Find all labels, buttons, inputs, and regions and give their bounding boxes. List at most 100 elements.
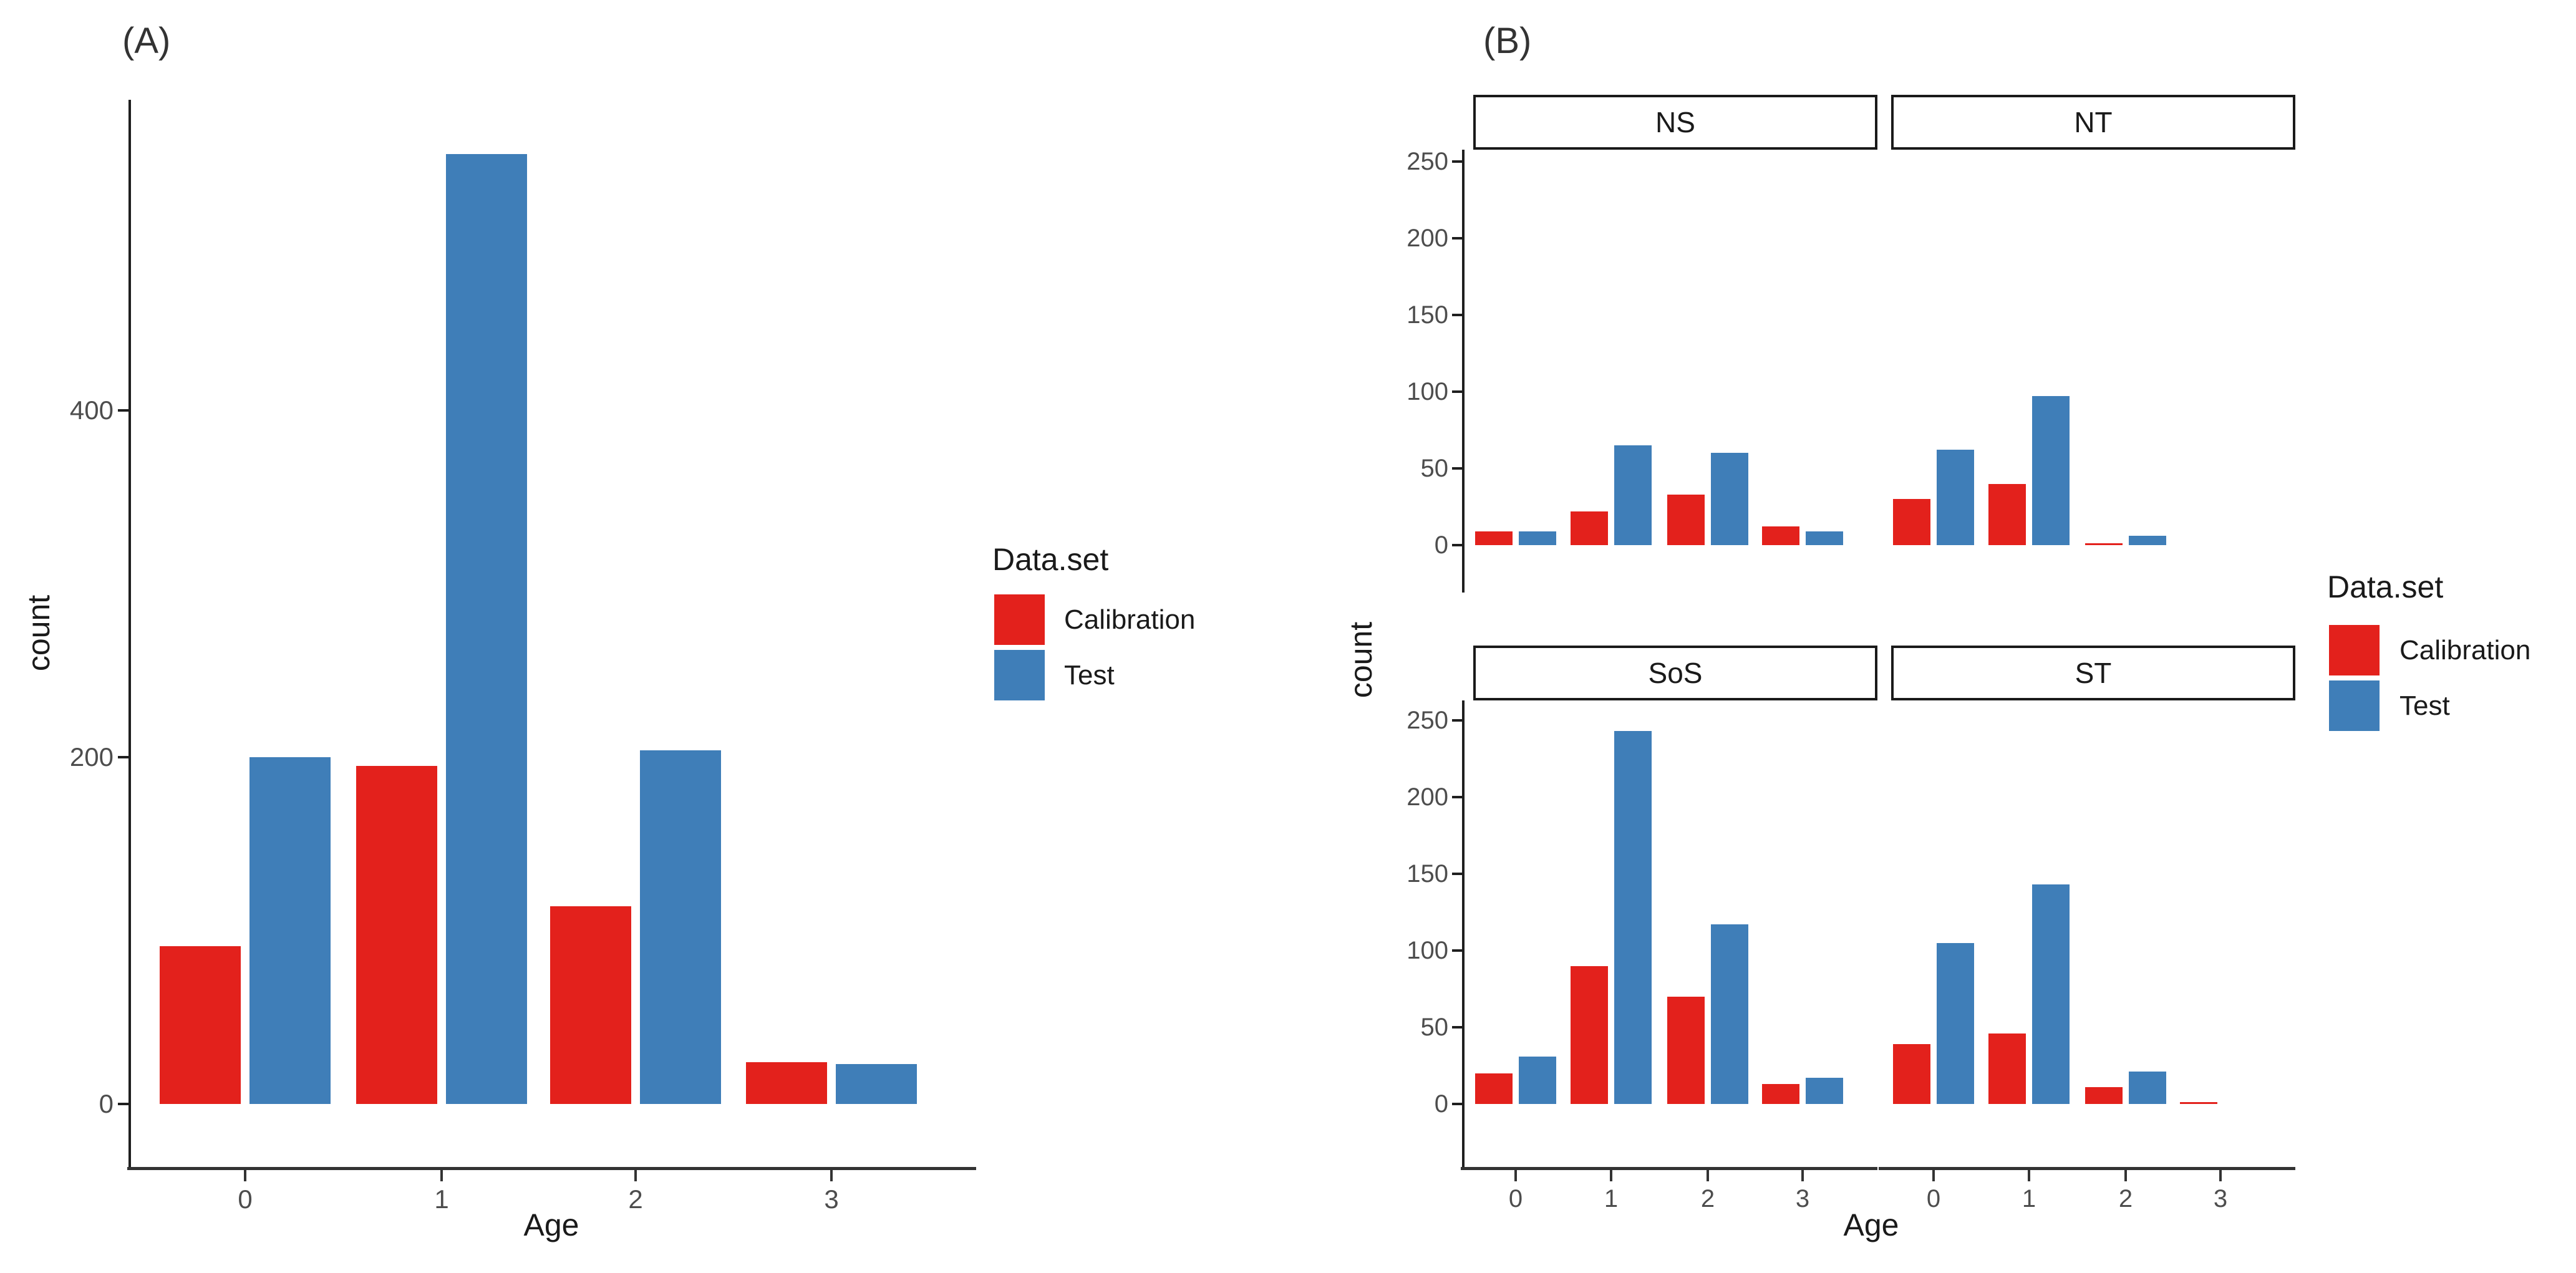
bar-NS-calibration-age-1 xyxy=(1571,511,1608,545)
facet-x-axis-line xyxy=(1461,1167,1877,1170)
y-tick-label: 250 xyxy=(1407,148,1448,175)
bar-NS-test-age-3 xyxy=(1806,531,1843,545)
y-tick-mark xyxy=(1452,1026,1463,1029)
facet-x-axis-line xyxy=(1879,1167,2295,1170)
panel-b-y-axis-title: count xyxy=(1344,621,1378,699)
panel-b-legend-title: Data.set xyxy=(2327,569,2444,604)
x-tick-mark xyxy=(1932,1170,1935,1181)
x-tick-mark xyxy=(1707,1170,1709,1181)
y-tick-label: 150 xyxy=(1407,301,1448,329)
bar-NS-test-age-1 xyxy=(1614,445,1652,545)
y-tick-mark xyxy=(1452,467,1463,470)
bar-ST-calibration-age-2 xyxy=(2085,1087,2123,1104)
x-tick-mark xyxy=(2124,1170,2127,1181)
bar-SoS-calibration-age-1 xyxy=(1571,966,1608,1104)
legend-label-test: Test xyxy=(2399,690,2450,721)
legend-swatch-calibration xyxy=(2329,625,2380,675)
bar-calibration-age-3 xyxy=(746,1062,827,1104)
y-tick-label: 200 xyxy=(1407,783,1448,811)
x-tick-mark xyxy=(1610,1170,1612,1181)
y-tick-label: 0 xyxy=(1434,1090,1448,1118)
bar-SoS-calibration-age-0 xyxy=(1475,1073,1513,1104)
y-tick-label: 100 xyxy=(1407,378,1448,405)
y-tick-label: 200 xyxy=(69,742,114,772)
bar-SoS-test-age-3 xyxy=(1806,1078,1843,1104)
y-tick-mark xyxy=(1452,796,1463,798)
x-tick-mark xyxy=(2219,1170,2222,1181)
y-tick-label: 0 xyxy=(1434,531,1448,559)
bar-SoS-calibration-age-3 xyxy=(1762,1084,1799,1104)
x-tick-label: 0 xyxy=(1508,1185,1523,1212)
panel-a-y-axis-line xyxy=(128,100,131,1169)
legend-swatch-test xyxy=(2329,680,2380,731)
y-tick-label: 0 xyxy=(99,1089,114,1118)
y-tick-label: 50 xyxy=(1420,1014,1449,1041)
y-tick-mark xyxy=(1452,719,1463,722)
x-tick-label: 0 xyxy=(1926,1185,1941,1212)
bar-calibration-age-1 xyxy=(356,765,437,1104)
y-tick-label: 200 xyxy=(1407,225,1448,252)
bar-ST-test-age-1 xyxy=(2032,884,2070,1104)
panel-a-x-axis-title: Age xyxy=(523,1208,579,1242)
legend-swatch-calibration xyxy=(994,594,1045,645)
x-tick-label: 2 xyxy=(628,1184,643,1214)
y-tick-label: 250 xyxy=(1407,707,1448,734)
bar-SoS-test-age-1 xyxy=(1614,731,1652,1104)
x-tick-mark xyxy=(634,1170,637,1181)
x-tick-mark xyxy=(440,1170,443,1181)
bar-NT-test-age-0 xyxy=(1937,450,1974,545)
bar-test-age-1 xyxy=(446,153,527,1104)
y-tick-label: 50 xyxy=(1420,455,1449,482)
y-tick-label: 100 xyxy=(1407,937,1448,964)
x-tick-label: 1 xyxy=(2022,1185,2036,1212)
facet-strip-SoS: SoS xyxy=(1473,646,1877,700)
x-tick-mark xyxy=(830,1170,833,1181)
bar-ST-test-age-2 xyxy=(2129,1072,2166,1104)
bar-ST-calibration-age-3 xyxy=(2180,1102,2217,1104)
bar-NS-calibration-age-0 xyxy=(1475,531,1513,545)
y-tick-mark xyxy=(118,1103,128,1105)
x-tick-label: 2 xyxy=(1700,1185,1715,1212)
x-tick-mark xyxy=(1801,1170,1804,1181)
bar-NT-test-age-1 xyxy=(2032,396,2070,545)
y-tick-mark xyxy=(1452,314,1463,316)
bar-NS-test-age-2 xyxy=(1711,453,1748,545)
x-tick-label: 1 xyxy=(1604,1185,1619,1212)
bar-ST-test-age-0 xyxy=(1937,942,1974,1104)
y-tick-mark xyxy=(118,409,128,412)
bar-test-age-3 xyxy=(836,1064,917,1104)
bar-NT-calibration-age-0 xyxy=(1893,499,1930,545)
bar-NT-calibration-age-1 xyxy=(1988,483,2026,545)
bar-ST-calibration-age-1 xyxy=(1988,1033,2026,1104)
x-tick-label: 1 xyxy=(434,1184,449,1214)
panel-a-y-axis-title: count xyxy=(21,594,56,672)
bar-SoS-test-age-0 xyxy=(1519,1056,1556,1104)
y-tick-mark xyxy=(1452,949,1463,952)
y-tick-mark xyxy=(1452,544,1463,546)
bar-calibration-age-0 xyxy=(160,946,241,1104)
x-tick-label: 2 xyxy=(2118,1185,2133,1212)
bar-NS-test-age-0 xyxy=(1519,531,1556,545)
bar-test-age-0 xyxy=(249,757,331,1104)
facet-y-axis-line xyxy=(1462,700,1465,1169)
x-tick-mark xyxy=(2028,1170,2030,1181)
x-tick-label: 3 xyxy=(1795,1185,1810,1212)
bar-SoS-test-age-2 xyxy=(1711,924,1748,1104)
facet-strip-NS: NS xyxy=(1473,95,1877,150)
panel-a-title: (A) xyxy=(122,21,171,61)
y-tick-label: 400 xyxy=(69,395,114,425)
panel-b-x-axis-title: Age xyxy=(1843,1208,1899,1242)
legend-label-test: Test xyxy=(1064,660,1115,690)
legend-label-calibration: Calibration xyxy=(1064,604,1196,635)
x-tick-mark xyxy=(244,1170,246,1181)
legend-label-calibration: Calibration xyxy=(2399,635,2531,666)
panel-a-legend-title: Data.set xyxy=(992,542,1109,577)
facet-strip-NT: NT xyxy=(1891,95,2295,150)
y-tick-mark xyxy=(1452,1103,1463,1105)
x-tick-label: 3 xyxy=(2213,1185,2228,1212)
y-tick-label: 150 xyxy=(1407,860,1448,888)
x-tick-mark xyxy=(1514,1170,1517,1181)
panel-a-x-axis-line xyxy=(127,1167,976,1170)
x-tick-label: 3 xyxy=(824,1184,839,1214)
